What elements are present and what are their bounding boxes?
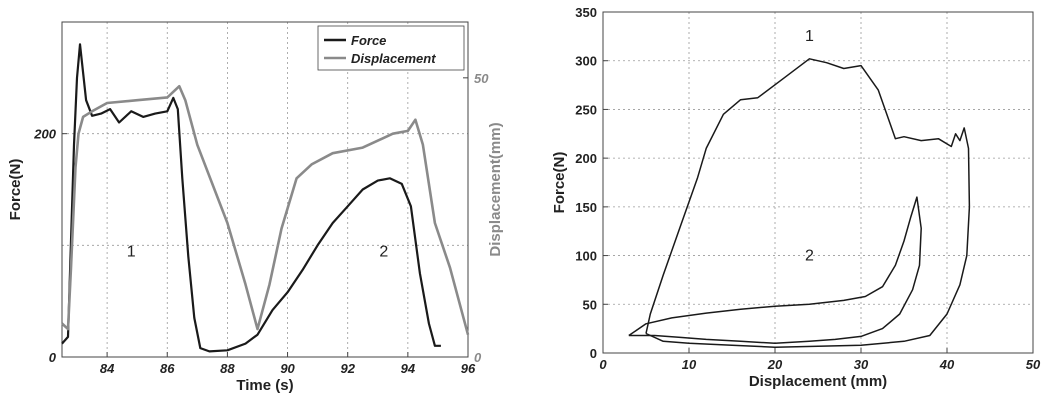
- legend-box: [317, 25, 465, 71]
- loop-line-1: [645, 58, 971, 348]
- x-tick-label: 96: [461, 361, 476, 376]
- x-tick-label: 88: [220, 361, 235, 376]
- y2-axis-label: Displacement(mm): [487, 122, 504, 256]
- y-axis-label: Force(N): [7, 159, 24, 221]
- plot-frame: [61, 21, 469, 358]
- y-tick-label: 150: [575, 200, 597, 215]
- series-line-displacement: [61, 84, 470, 336]
- x-tick-label: 20: [767, 357, 783, 372]
- y-tick-label: 0: [590, 346, 597, 361]
- y-tick-label: 200: [575, 151, 597, 166]
- x-tick-label: 50: [1026, 357, 1041, 372]
- y-tick-label: 200: [33, 127, 56, 142]
- x-tick-label: 0: [599, 357, 607, 372]
- x-tick-label: 10: [682, 357, 697, 372]
- legend-label-force: Force: [351, 33, 386, 48]
- plot-frame: [602, 11, 1034, 354]
- y-tick-label: 50: [583, 297, 597, 312]
- annotation-label: 1: [805, 28, 814, 45]
- x-axis-label: Time (s): [236, 377, 293, 394]
- x-tick-label: 30: [854, 357, 869, 372]
- x-tick-label: 40: [939, 357, 955, 372]
- y2-tick-label: 50: [474, 71, 489, 86]
- y-axis-label: Force(N): [551, 152, 568, 214]
- x-tick-label: 90: [280, 361, 295, 376]
- y-tick-label: 100: [575, 249, 597, 264]
- y-tick-label: 250: [575, 102, 597, 117]
- annotation-label: 2: [379, 244, 388, 261]
- x-tick-label: 92: [340, 361, 355, 376]
- annotation-label: 2: [805, 247, 814, 264]
- y-tick-label: 300: [575, 54, 597, 69]
- loop-line-2: [628, 196, 922, 345]
- legend-label-displacement: Displacement: [351, 51, 436, 66]
- x-tick-label: 84: [100, 361, 115, 376]
- y2-tick-label: 0: [474, 350, 482, 365]
- annotation-label: 1: [127, 244, 136, 261]
- x-tick-label: 86: [160, 361, 175, 376]
- y-tick-label: 350: [575, 5, 597, 20]
- series-line-force: [61, 43, 441, 353]
- x-tick-label: 94: [401, 361, 416, 376]
- y-tick-label: 0: [49, 350, 57, 365]
- x-axis-label: Displacement (mm): [749, 373, 887, 390]
